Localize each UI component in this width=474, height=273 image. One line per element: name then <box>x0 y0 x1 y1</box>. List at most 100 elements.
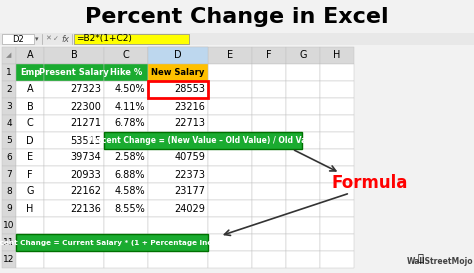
Bar <box>2 183 16 200</box>
Bar <box>148 81 208 98</box>
Bar <box>286 64 320 81</box>
Bar <box>252 132 286 149</box>
Bar <box>286 47 320 64</box>
Text: Percent Change = (New Value – Old Value) / Old Value: Percent Change = (New Value – Old Value)… <box>87 136 319 145</box>
Bar <box>286 81 320 98</box>
Bar <box>16 47 44 64</box>
Text: Percent Change = Current Salary * (1 + Percentage Increase): Percent Change = Current Salary * (1 + P… <box>0 239 238 245</box>
Bar <box>74 34 189 44</box>
Text: 39734: 39734 <box>70 153 101 162</box>
Bar <box>2 132 16 149</box>
Bar <box>44 234 104 251</box>
Bar <box>286 200 320 217</box>
Bar <box>44 115 104 132</box>
Text: 7: 7 <box>6 170 12 179</box>
Text: F: F <box>27 170 33 180</box>
Bar <box>208 115 252 132</box>
Bar <box>252 200 286 217</box>
Bar <box>44 132 104 149</box>
Text: G: G <box>299 51 307 61</box>
Bar <box>320 217 354 234</box>
Text: H: H <box>333 51 341 61</box>
Bar <box>208 200 252 217</box>
Text: 2.58%: 2.58% <box>114 153 145 162</box>
Text: 5: 5 <box>6 136 12 145</box>
Bar <box>16 64 44 81</box>
Bar <box>2 47 16 64</box>
Bar <box>16 81 44 98</box>
Text: 22373: 22373 <box>174 170 205 180</box>
Text: 2: 2 <box>6 85 12 94</box>
Bar <box>208 64 252 81</box>
Text: A: A <box>27 51 33 61</box>
Text: 3: 3 <box>6 102 12 111</box>
Bar <box>16 132 44 149</box>
Bar <box>320 81 354 98</box>
Bar <box>104 183 148 200</box>
Bar <box>320 98 354 115</box>
Text: 22162: 22162 <box>70 186 101 197</box>
Bar <box>16 234 44 251</box>
Text: 22300: 22300 <box>70 102 101 111</box>
Bar <box>44 98 104 115</box>
Text: 27323: 27323 <box>70 85 101 94</box>
Text: ◢: ◢ <box>6 52 12 58</box>
Bar <box>104 149 148 166</box>
Text: 8.55%: 8.55% <box>114 203 145 213</box>
Bar <box>148 64 208 81</box>
Text: 4.11%: 4.11% <box>115 102 145 111</box>
Bar <box>104 64 148 81</box>
Bar <box>208 47 252 64</box>
Text: 24029: 24029 <box>174 203 205 213</box>
Bar <box>16 64 44 81</box>
Bar <box>320 47 354 64</box>
Text: fx: fx <box>61 34 69 43</box>
Bar <box>286 149 320 166</box>
Text: 4: 4 <box>6 119 12 128</box>
Text: A: A <box>27 85 33 94</box>
Text: 9: 9 <box>6 204 12 213</box>
Bar <box>2 200 16 217</box>
Text: 4.58%: 4.58% <box>114 186 145 197</box>
Text: 21271: 21271 <box>70 118 101 129</box>
Text: D: D <box>26 135 34 146</box>
Bar <box>320 115 354 132</box>
Bar <box>286 183 320 200</box>
Bar <box>252 234 286 251</box>
Bar <box>2 34 34 44</box>
Text: Formula: Formula <box>332 174 408 192</box>
Bar <box>104 81 148 98</box>
Bar <box>2 64 16 81</box>
Bar <box>320 132 354 149</box>
Bar <box>286 115 320 132</box>
Text: Percent Change in Excel: Percent Change in Excel <box>85 7 389 27</box>
Bar <box>44 251 104 268</box>
Bar <box>16 217 44 234</box>
Text: 4.50%: 4.50% <box>114 85 145 94</box>
Bar <box>252 251 286 268</box>
Bar <box>148 47 208 64</box>
Bar <box>148 81 208 98</box>
Text: ▾: ▾ <box>35 36 39 42</box>
Text: 23216: 23216 <box>174 102 205 111</box>
Bar <box>208 234 252 251</box>
Bar <box>44 149 104 166</box>
Bar <box>252 217 286 234</box>
Text: 10: 10 <box>3 221 15 230</box>
Bar <box>2 251 16 268</box>
Text: ✓: ✓ <box>53 36 59 42</box>
Text: C: C <box>27 118 33 129</box>
Bar <box>320 251 354 268</box>
Bar <box>44 47 104 64</box>
Text: 6.88%: 6.88% <box>115 170 145 180</box>
Bar <box>148 149 208 166</box>
Text: C: C <box>123 51 129 61</box>
Bar <box>2 115 16 132</box>
Bar <box>104 64 148 81</box>
Bar <box>104 234 148 251</box>
Bar <box>104 132 148 149</box>
Bar <box>148 115 208 132</box>
Text: 40759: 40759 <box>174 153 205 162</box>
Text: Present Salary: Present Salary <box>39 68 109 77</box>
Bar <box>320 200 354 217</box>
